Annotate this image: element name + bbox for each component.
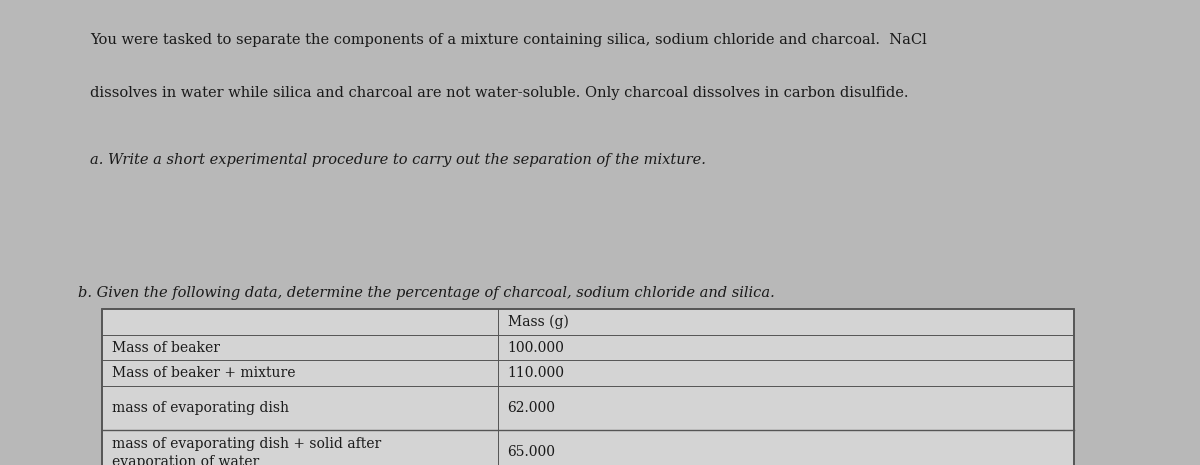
Text: 110.000: 110.000 (508, 366, 564, 380)
Text: b. Given the following data, determine the percentage of charcoal, sodium chlori: b. Given the following data, determine t… (78, 286, 775, 300)
Text: 100.000: 100.000 (508, 340, 564, 355)
Text: 65.000: 65.000 (508, 445, 556, 459)
Text: You were tasked to separate the components of a mixture containing silica, sodiu: You were tasked to separate the componen… (90, 33, 926, 46)
Bar (102, 430, 1074, 465)
Bar (102, 386, 1074, 430)
Bar (102, 309, 1074, 465)
Text: 62.000: 62.000 (508, 401, 556, 415)
Text: mass of evaporating dish + solid after
evaporation of water: mass of evaporating dish + solid after e… (112, 437, 380, 465)
Bar (102, 309, 1074, 465)
Bar (102, 309, 1074, 335)
Text: a. Write a short experimental procedure to carry out the separation of the mixtu: a. Write a short experimental procedure … (90, 153, 706, 167)
Text: Mass of beaker + mixture: Mass of beaker + mixture (112, 366, 295, 380)
Text: mass of evaporating dish: mass of evaporating dish (112, 401, 289, 415)
Bar (102, 360, 1074, 386)
Text: dissolves in water while silica and charcoal are not water-soluble. Only charcoa: dissolves in water while silica and char… (90, 86, 908, 100)
Text: Mass (g): Mass (g) (508, 315, 569, 329)
Text: Mass of beaker: Mass of beaker (112, 340, 220, 355)
Bar (102, 335, 1074, 360)
